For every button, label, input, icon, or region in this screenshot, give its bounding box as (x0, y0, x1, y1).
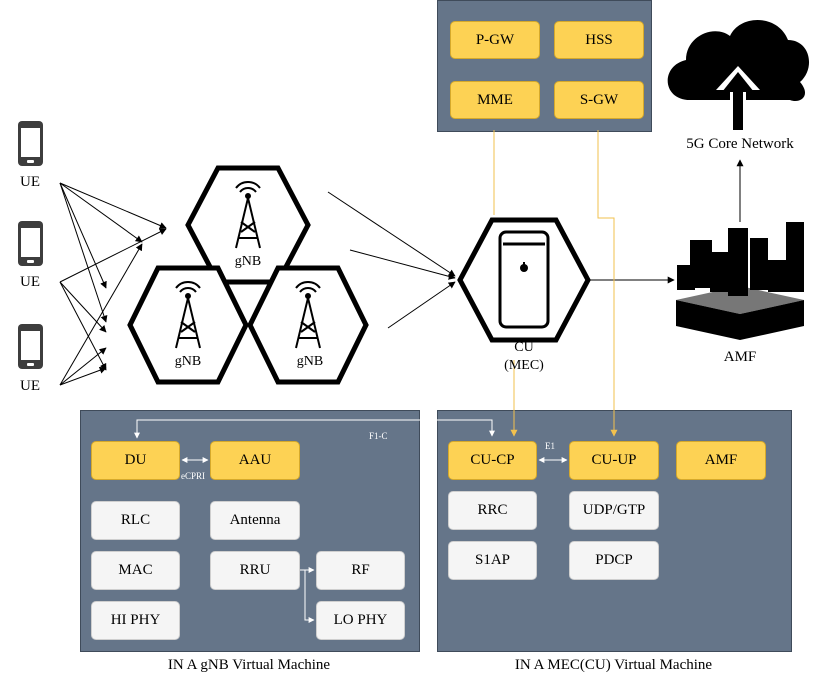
sgw-box[interactable]: S-GW (554, 81, 644, 119)
cuup-box[interactable]: CU-UP (569, 441, 659, 480)
rrc-box[interactable]: RRC (448, 491, 537, 530)
gnb-label: gNB (174, 354, 202, 369)
gnb-label: gNB (296, 354, 324, 369)
amf-box[interactable]: AMF (676, 441, 766, 480)
amf-building-icon (676, 222, 804, 340)
ue-label: UE (20, 378, 40, 394)
lophy-box[interactable]: LO PHY (316, 601, 405, 640)
gnb-vm-caption: IN A gNB Virtual Machine (167, 657, 331, 673)
rru-lophy-link (304, 570, 315, 623)
phone-icon (18, 121, 43, 166)
hss-box[interactable]: HSS (554, 21, 644, 59)
antenna-tower-icon (235, 181, 261, 249)
cloud-label: 5G Core Network (686, 136, 794, 152)
gnb-hexagon[interactable] (247, 265, 369, 385)
mme-box[interactable]: MME (450, 81, 540, 119)
ue-label: UE (20, 274, 40, 290)
cucp-box[interactable]: CU-CP (448, 441, 537, 480)
gnb-cu-arrows (327, 191, 456, 329)
f1c-label: F1-C (369, 431, 388, 441)
du-box[interactable]: DU (91, 441, 180, 480)
cu-label: CU (514, 340, 534, 355)
rru-box[interactable]: RRU (210, 551, 300, 590)
phone-icon (18, 221, 43, 266)
cu-sublabel: (MEC) (504, 358, 544, 373)
amf-label: AMF (723, 349, 757, 365)
server-icon (498, 230, 550, 329)
f1c-link (134, 419, 495, 439)
ue-label: UE (20, 174, 40, 190)
pdcp-box[interactable]: PDCP (569, 541, 659, 580)
hiphy-box[interactable]: HI PHY (91, 601, 180, 640)
ecpri-label: eCPRI (181, 471, 206, 481)
ue-arrows (59, 182, 167, 386)
rlc-box[interactable]: RLC (91, 501, 180, 540)
gnb-label: gNB (234, 254, 262, 269)
mec-vm-caption: IN A MEC(CU) Virtual Machine (514, 657, 713, 673)
antenna-tower-icon (175, 281, 201, 349)
mac-box[interactable]: MAC (91, 551, 180, 590)
e1-label: E1 (545, 441, 555, 451)
antenna-tower-icon (295, 281, 321, 349)
phone-icon (18, 324, 43, 369)
cloud-upload-icon (667, 19, 810, 130)
gnb-hexagon[interactable] (127, 265, 249, 385)
antenna-box[interactable]: Antenna (210, 501, 300, 540)
s1ap-box[interactable]: S1AP (448, 541, 537, 580)
aau-box[interactable]: AAU (210, 441, 300, 480)
core-mec-links (493, 130, 618, 437)
udp-gtp-box[interactable]: UDP/GTP (569, 491, 659, 530)
pgw-box[interactable]: P-GW (450, 21, 540, 59)
rf-box[interactable]: RF (316, 551, 405, 590)
